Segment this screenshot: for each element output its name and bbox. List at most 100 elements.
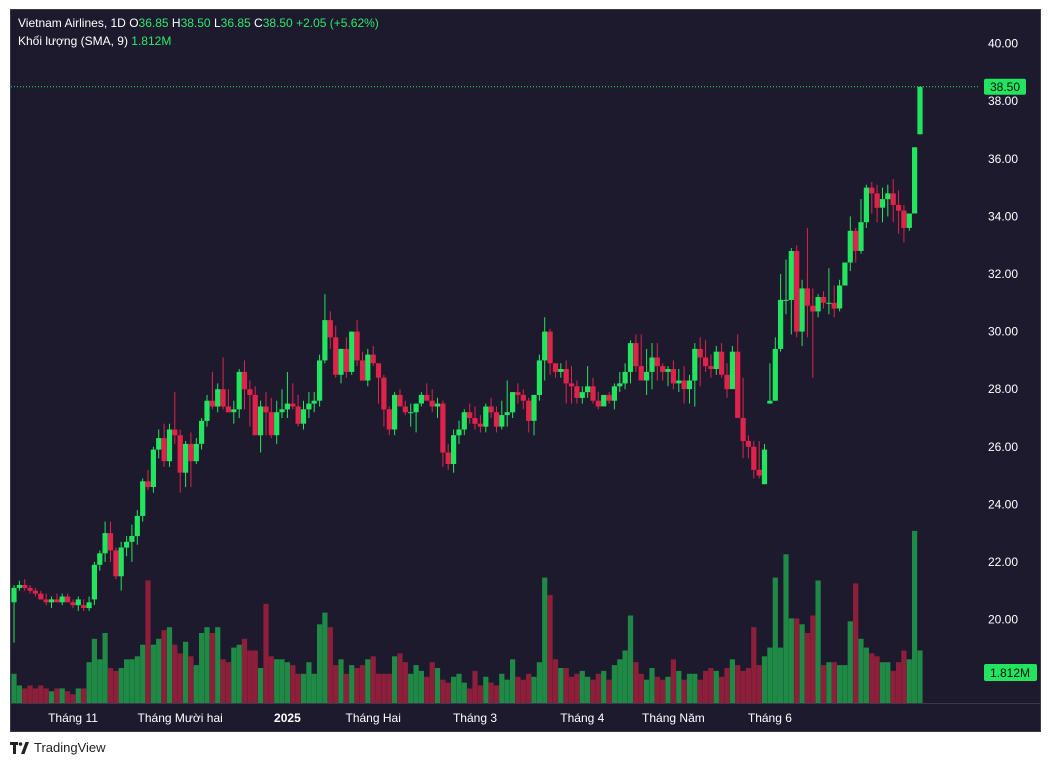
candle-body — [193, 443, 199, 462]
candle-body — [783, 299, 789, 301]
close-label: C — [254, 16, 263, 30]
candle-body — [579, 392, 585, 398]
volume-bar — [22, 688, 28, 703]
volume-bar — [713, 670, 719, 703]
open-label: O — [129, 16, 139, 30]
candle-body — [70, 602, 76, 606]
y-tick-label: 22.00 — [988, 555, 1018, 569]
volume-bar — [359, 665, 366, 703]
volume-bar — [322, 612, 328, 703]
open-value: 36.85 — [138, 16, 169, 30]
volume-bar — [11, 673, 17, 703]
candle-body — [574, 386, 580, 398]
candle-body — [713, 351, 719, 369]
volume-bar — [86, 662, 92, 703]
tradingview-brand[interactable]: TradingView — [10, 740, 106, 755]
candle-body — [772, 348, 778, 401]
volume-bar — [252, 650, 258, 703]
volume-bar — [590, 679, 596, 703]
candle-body — [22, 585, 28, 588]
volume-bar — [418, 670, 424, 703]
volume-bar — [499, 673, 505, 703]
volume-bar — [59, 688, 65, 703]
volume-bar — [638, 673, 644, 703]
volume-bar — [654, 676, 660, 703]
candle-body — [810, 305, 816, 312]
candle-body — [327, 320, 333, 338]
candle-body — [740, 418, 746, 441]
x-tick-label: 2025 — [274, 711, 301, 725]
candle-body — [295, 406, 301, 424]
interval[interactable]: 1D — [110, 16, 126, 30]
candle-body — [622, 371, 628, 384]
candle-body — [520, 394, 526, 401]
candle-body — [531, 394, 537, 421]
y-tick-label: 36.00 — [988, 152, 1018, 166]
candle-body — [177, 435, 183, 473]
candle-body — [102, 533, 108, 554]
volume-bar — [879, 662, 886, 703]
candle-body — [606, 394, 612, 401]
candle-body — [129, 536, 135, 542]
volume-bar — [863, 647, 869, 703]
brand-name: TradingView — [34, 740, 106, 755]
volume-bar — [676, 670, 682, 703]
candle-body — [601, 394, 607, 407]
volume-bar — [601, 670, 607, 703]
volume-bar — [215, 627, 221, 703]
y-tick-label: 34.00 — [988, 209, 1018, 223]
candle-body — [43, 599, 49, 603]
candle-body — [703, 357, 709, 367]
candle-body — [526, 400, 532, 421]
candle-body — [767, 400, 773, 404]
chart-frame[interactable] — [10, 9, 1041, 732]
volume-bar — [102, 633, 108, 703]
candle-body — [826, 302, 832, 304]
volume-bar — [751, 627, 757, 703]
candle-body — [166, 429, 173, 462]
candle-body — [215, 389, 221, 407]
candle-body — [751, 446, 757, 470]
candle-body — [322, 320, 328, 361]
volume-bar — [531, 676, 537, 703]
candle-body — [799, 288, 805, 332]
volume-bar — [370, 656, 376, 703]
volume-label[interactable]: Khối lượng (SMA, 9) — [18, 34, 128, 48]
y-tick-label: 32.00 — [988, 267, 1018, 281]
candle-body — [467, 412, 473, 418]
candle-body — [756, 469, 762, 476]
volume-bar — [113, 670, 119, 703]
volume-bar — [788, 618, 794, 703]
candle-body — [837, 285, 843, 309]
low-label: L — [213, 16, 221, 30]
candle-body — [906, 213, 912, 228]
volume-bar — [225, 662, 231, 703]
candle-body — [917, 86, 923, 135]
volume-bar — [504, 679, 510, 703]
candle-body — [708, 366, 714, 369]
candle-body — [204, 400, 210, 421]
candle-body — [670, 369, 676, 384]
candle-body — [510, 392, 516, 413]
volume-bar — [772, 577, 778, 703]
candle-body — [279, 409, 285, 413]
volume-bar — [804, 633, 810, 703]
symbol-name[interactable]: Vietnam Airlines — [18, 16, 104, 30]
volume-bar — [660, 679, 666, 703]
x-tick-label: Tháng 6 — [748, 711, 792, 725]
candle-body — [349, 331, 355, 372]
volume-bar — [145, 580, 151, 703]
volume-bar — [199, 633, 205, 703]
volume-bar — [467, 688, 473, 703]
candle-body — [697, 348, 703, 358]
candle-body — [483, 406, 489, 427]
candle-body — [568, 383, 575, 387]
volume-bar — [166, 627, 173, 703]
candle-body — [885, 193, 891, 200]
volume-bar — [874, 656, 880, 703]
tradingview-logo-icon — [10, 741, 29, 754]
volume-bar — [799, 624, 805, 703]
volume-bar — [327, 627, 333, 703]
volume-bar — [568, 676, 575, 703]
